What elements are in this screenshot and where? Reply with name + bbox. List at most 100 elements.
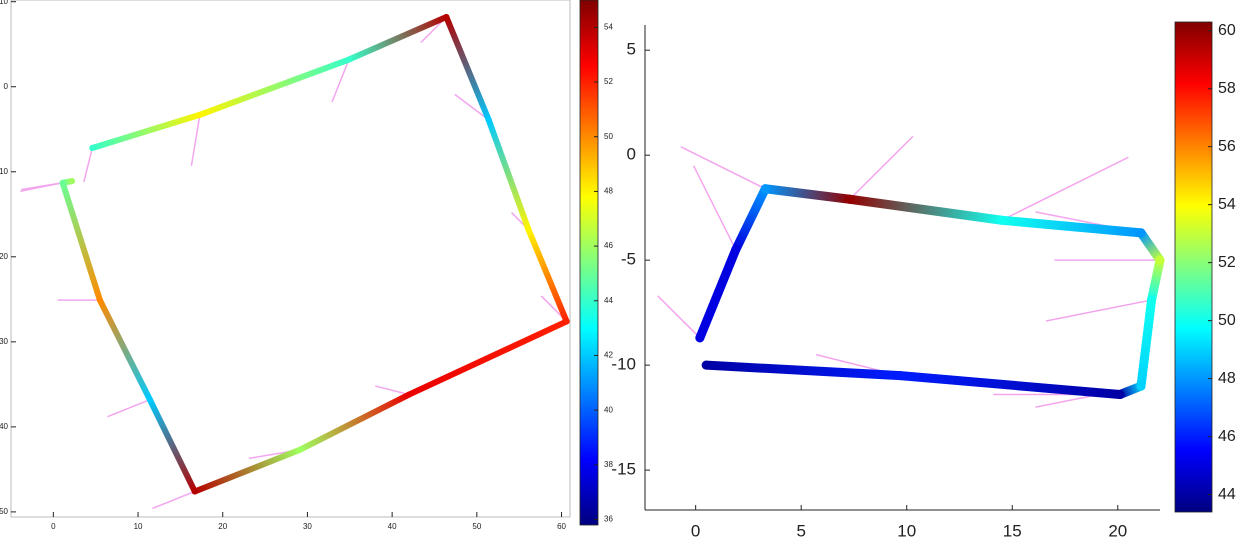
- trajectory-segment: [191, 446, 303, 495]
- trajectory-point: [997, 215, 1007, 225]
- trajectory-segment: [1136, 295, 1157, 391]
- trajectory-segment: [89, 111, 203, 151]
- trajectory-point: [1115, 390, 1125, 400]
- y-tick-label: 0: [627, 145, 636, 164]
- vector: [1045, 299, 1152, 322]
- vector: [331, 59, 350, 103]
- trajectory-point: [563, 318, 570, 325]
- x-tick-label: 0: [691, 521, 700, 540]
- trajectory-segment: [345, 14, 450, 63]
- vector: [657, 295, 701, 339]
- trajectory-segment: [146, 396, 198, 495]
- y-tick-label: -15: [611, 460, 636, 479]
- colorbar-tick-label: 52: [604, 77, 613, 86]
- x-tick-label: 10: [897, 521, 916, 540]
- trajectory-segment: [59, 179, 103, 304]
- trajectory-point: [895, 371, 905, 381]
- trajectory-point: [196, 111, 203, 118]
- colorbar-tick-label: 48: [604, 187, 613, 196]
- trajectory-point: [96, 297, 103, 304]
- trajectory-segment: [296, 391, 413, 453]
- vector: [680, 146, 766, 190]
- colorbar: [1174, 21, 1213, 513]
- vector: [849, 135, 914, 200]
- colorbar-tick-label: 56: [1218, 138, 1236, 155]
- y-tick-label: -10: [0, 167, 9, 176]
- x-tick-label: 40: [388, 522, 397, 531]
- trajectory-point: [695, 333, 705, 343]
- trajectory-point: [1136, 381, 1146, 391]
- colorbar-tick-label: 38: [604, 460, 613, 469]
- trajectory-point: [89, 144, 96, 151]
- trajectory-point: [296, 446, 303, 453]
- colorbar-tick-label: 50: [1218, 312, 1236, 329]
- trajectory-segment: [443, 14, 492, 123]
- trajectory-segment: [845, 194, 1007, 225]
- colorbar-tick-label: 54: [604, 22, 613, 31]
- y-tick-label: -40: [0, 422, 9, 431]
- vector: [190, 114, 201, 166]
- x-tick-label: 15: [1003, 521, 1022, 540]
- colorbar-tick-label: 44: [1218, 486, 1236, 503]
- colorbar-tick-label: 36: [604, 515, 613, 524]
- colorbar-tick-label: 44: [604, 296, 613, 305]
- trajectory-segment: [406, 318, 570, 398]
- colorbar-tick-label: 54: [1218, 196, 1236, 213]
- vector: [152, 490, 196, 510]
- vector: [20, 182, 63, 193]
- trajectory-segment: [1147, 255, 1165, 305]
- trajectory-point: [191, 488, 198, 495]
- colorbar-tick-label: 40: [604, 405, 613, 414]
- x-tick-label: 50: [472, 522, 481, 531]
- trajectory-segment: [96, 297, 153, 403]
- y-tick-label: -30: [0, 337, 9, 346]
- trajectory-point: [845, 194, 855, 204]
- trajectory-segment: [525, 226, 570, 325]
- y-tick-label: 10: [0, 0, 9, 6]
- trajectory-point: [525, 226, 532, 233]
- colorbar-tick-label: 48: [1218, 370, 1236, 387]
- colorbar-tick-label: 50: [604, 132, 613, 141]
- x-tick-label: 5: [796, 521, 805, 540]
- trajectory-segment: [701, 360, 905, 381]
- trajectory-point: [701, 360, 711, 370]
- vector: [107, 398, 151, 418]
- trajectory-point: [68, 178, 75, 185]
- trajectory-segment: [997, 215, 1146, 238]
- vector: [375, 385, 410, 396]
- trajectory-point: [443, 14, 450, 21]
- x-tick-label: 0: [51, 522, 56, 531]
- trajectory-point: [1136, 228, 1146, 238]
- trajectory-point: [760, 184, 770, 194]
- x-tick-label: 10: [134, 522, 143, 531]
- trajectory-point: [345, 56, 352, 63]
- y-tick-label: 5: [627, 40, 636, 59]
- trajectory-segment: [760, 184, 855, 204]
- x-tick-label: 20: [1108, 521, 1127, 540]
- colorbar-tick-label: 46: [1218, 428, 1236, 445]
- y-tick-label: 0: [4, 82, 9, 91]
- x-tick-label: 30: [303, 522, 312, 531]
- colorbar: [579, 0, 599, 526]
- colorbar-tick-label: 58: [1218, 80, 1236, 97]
- trajectory-point: [406, 391, 413, 398]
- trajectory-point: [1147, 295, 1157, 305]
- trajectory-segment: [731, 184, 770, 255]
- colorbar-tick-label: 42: [604, 351, 613, 360]
- y-tick-label: -50: [0, 507, 9, 516]
- y-tick-label: -20: [0, 252, 9, 261]
- vector: [454, 93, 490, 121]
- x-tick-label: 60: [557, 522, 566, 531]
- trajectory-segment: [1136, 228, 1165, 265]
- trajectory-point: [1155, 255, 1165, 265]
- trajectory-point: [59, 179, 66, 186]
- colorbar-tick-label: 46: [604, 241, 613, 250]
- colorbar-tick-label: 52: [1218, 254, 1236, 271]
- y-tick-label: -5: [621, 250, 636, 269]
- axes-box: [10, 0, 571, 518]
- vector: [692, 165, 737, 250]
- trajectory-point: [485, 116, 492, 123]
- colorbar-tick-label: 60: [1218, 22, 1236, 39]
